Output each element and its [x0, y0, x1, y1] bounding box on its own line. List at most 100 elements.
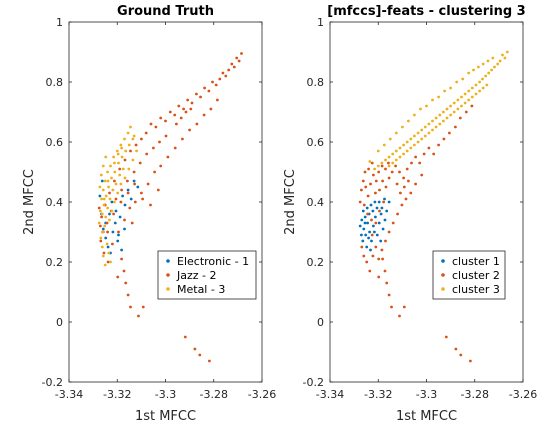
data-point-series-3 [431, 128, 434, 132]
data-point-series-2 [367, 167, 370, 171]
data-point-series-2 [405, 167, 409, 171]
data-point-series-2 [199, 95, 202, 99]
data-point-series-3 [132, 134, 136, 138]
data-point-series-3 [401, 125, 404, 129]
data-point-series-2 [126, 191, 130, 195]
data-point-series-3 [120, 146, 123, 150]
data-point-series-2 [370, 218, 373, 222]
data-point-series-3 [423, 125, 427, 129]
y-tick-label: 0.2 [307, 256, 325, 269]
data-point-series-2 [164, 119, 167, 123]
data-point-series-2 [195, 92, 198, 96]
legend-marker [441, 259, 445, 263]
data-point-series-3 [113, 200, 116, 204]
data-point-series-2 [437, 143, 440, 147]
data-point-series-2 [106, 230, 109, 234]
x-tick-label: -3.3 [416, 388, 437, 401]
chart-panel-clustering: -3.34 -3.32 -3.3 -3.28 -3.26 -0.2 0 0.2 0.4 0.6 0.… [283, 4, 537, 424]
data-point-series-3 [487, 71, 491, 75]
data-point-series-3 [100, 230, 104, 234]
y-tick-label: 0.2 [46, 256, 64, 269]
data-point-series-3 [131, 158, 135, 162]
data-point-series-1 [377, 200, 381, 204]
data-point-series-3 [449, 113, 452, 117]
data-point-series-3 [460, 95, 463, 99]
data-point-series-2 [214, 83, 218, 87]
data-point-series-2 [370, 233, 374, 237]
data-point-series-3 [124, 149, 128, 153]
data-point-series-2 [366, 194, 370, 198]
data-point-series-3 [113, 161, 116, 165]
data-point-series-2 [144, 131, 148, 135]
x-tick-label: -3.32 [364, 388, 392, 401]
data-point-series-2 [152, 146, 155, 150]
data-point-series-3 [110, 176, 113, 180]
data-point-series-2 [448, 131, 451, 135]
data-point-series-3 [485, 83, 489, 87]
data-point-series-1 [383, 218, 387, 222]
data-point-series-2 [153, 170, 157, 174]
data-point-series-3 [119, 182, 123, 186]
data-point-series-2 [126, 179, 129, 183]
data-point-series-3 [467, 98, 471, 102]
data-point-series-2 [444, 335, 448, 339]
data-point-series-3 [103, 179, 107, 183]
data-point-series-3 [387, 164, 391, 168]
data-point-series-2 [188, 128, 192, 132]
data-point-series-2 [387, 161, 390, 165]
data-point-series-2 [118, 167, 122, 171]
data-point-series-2 [216, 98, 219, 102]
data-point-series-1 [362, 227, 366, 231]
data-point-series-2 [394, 164, 397, 168]
data-point-series-3 [106, 170, 109, 174]
data-point-series-1 [100, 179, 104, 183]
scatter-points [97, 52, 243, 363]
data-point-series-1 [373, 230, 376, 234]
data-point-series-2 [454, 125, 457, 129]
data-point-series-1 [365, 206, 369, 210]
scatter-points [358, 50, 509, 363]
data-point-series-3 [102, 203, 106, 207]
data-point-series-3 [481, 62, 485, 66]
data-point-series-3 [121, 167, 125, 171]
data-point-series-2 [198, 353, 202, 357]
data-point-series-2 [116, 275, 120, 279]
data-point-series-2 [427, 146, 431, 150]
data-point-series-2 [105, 221, 109, 225]
data-point-series-2 [400, 203, 404, 207]
data-point-series-3 [106, 206, 109, 210]
data-point-series-2 [391, 221, 395, 225]
data-point-series-2 [173, 113, 177, 117]
legend-marker [166, 273, 170, 277]
data-point-series-3 [474, 83, 478, 87]
data-point-series-2 [137, 314, 140, 318]
data-point-series-2 [123, 218, 126, 222]
data-point-series-2 [365, 260, 369, 264]
data-point-series-3 [405, 140, 409, 144]
data-point-series-2 [99, 224, 102, 228]
legend-entry: cluster 3 [452, 283, 500, 296]
data-point-series-3 [493, 65, 496, 69]
data-point-series-3 [108, 218, 111, 222]
data-point-series-2 [404, 197, 408, 201]
data-point-series-2 [154, 125, 158, 129]
data-point-series-3 [109, 164, 112, 168]
data-point-series-1 [370, 239, 373, 243]
data-point-series-3 [129, 125, 132, 129]
data-point-series-3 [467, 89, 471, 93]
data-point-series-1 [136, 185, 140, 189]
data-point-series-3 [463, 92, 467, 96]
data-point-series-3 [503, 56, 507, 60]
data-point-series-3 [104, 215, 108, 219]
data-point-series-3 [477, 65, 480, 69]
data-point-series-3 [114, 182, 118, 186]
data-point-series-3 [107, 251, 111, 255]
data-point-series-3 [452, 110, 456, 114]
data-point-series-3 [416, 140, 420, 144]
data-point-series-1 [132, 179, 136, 183]
y-tick-label: 0.8 [46, 76, 64, 89]
data-point-series-2 [113, 179, 116, 183]
data-point-series-2 [164, 134, 168, 138]
data-point-series-2 [209, 107, 213, 111]
data-point-series-2 [371, 254, 375, 258]
